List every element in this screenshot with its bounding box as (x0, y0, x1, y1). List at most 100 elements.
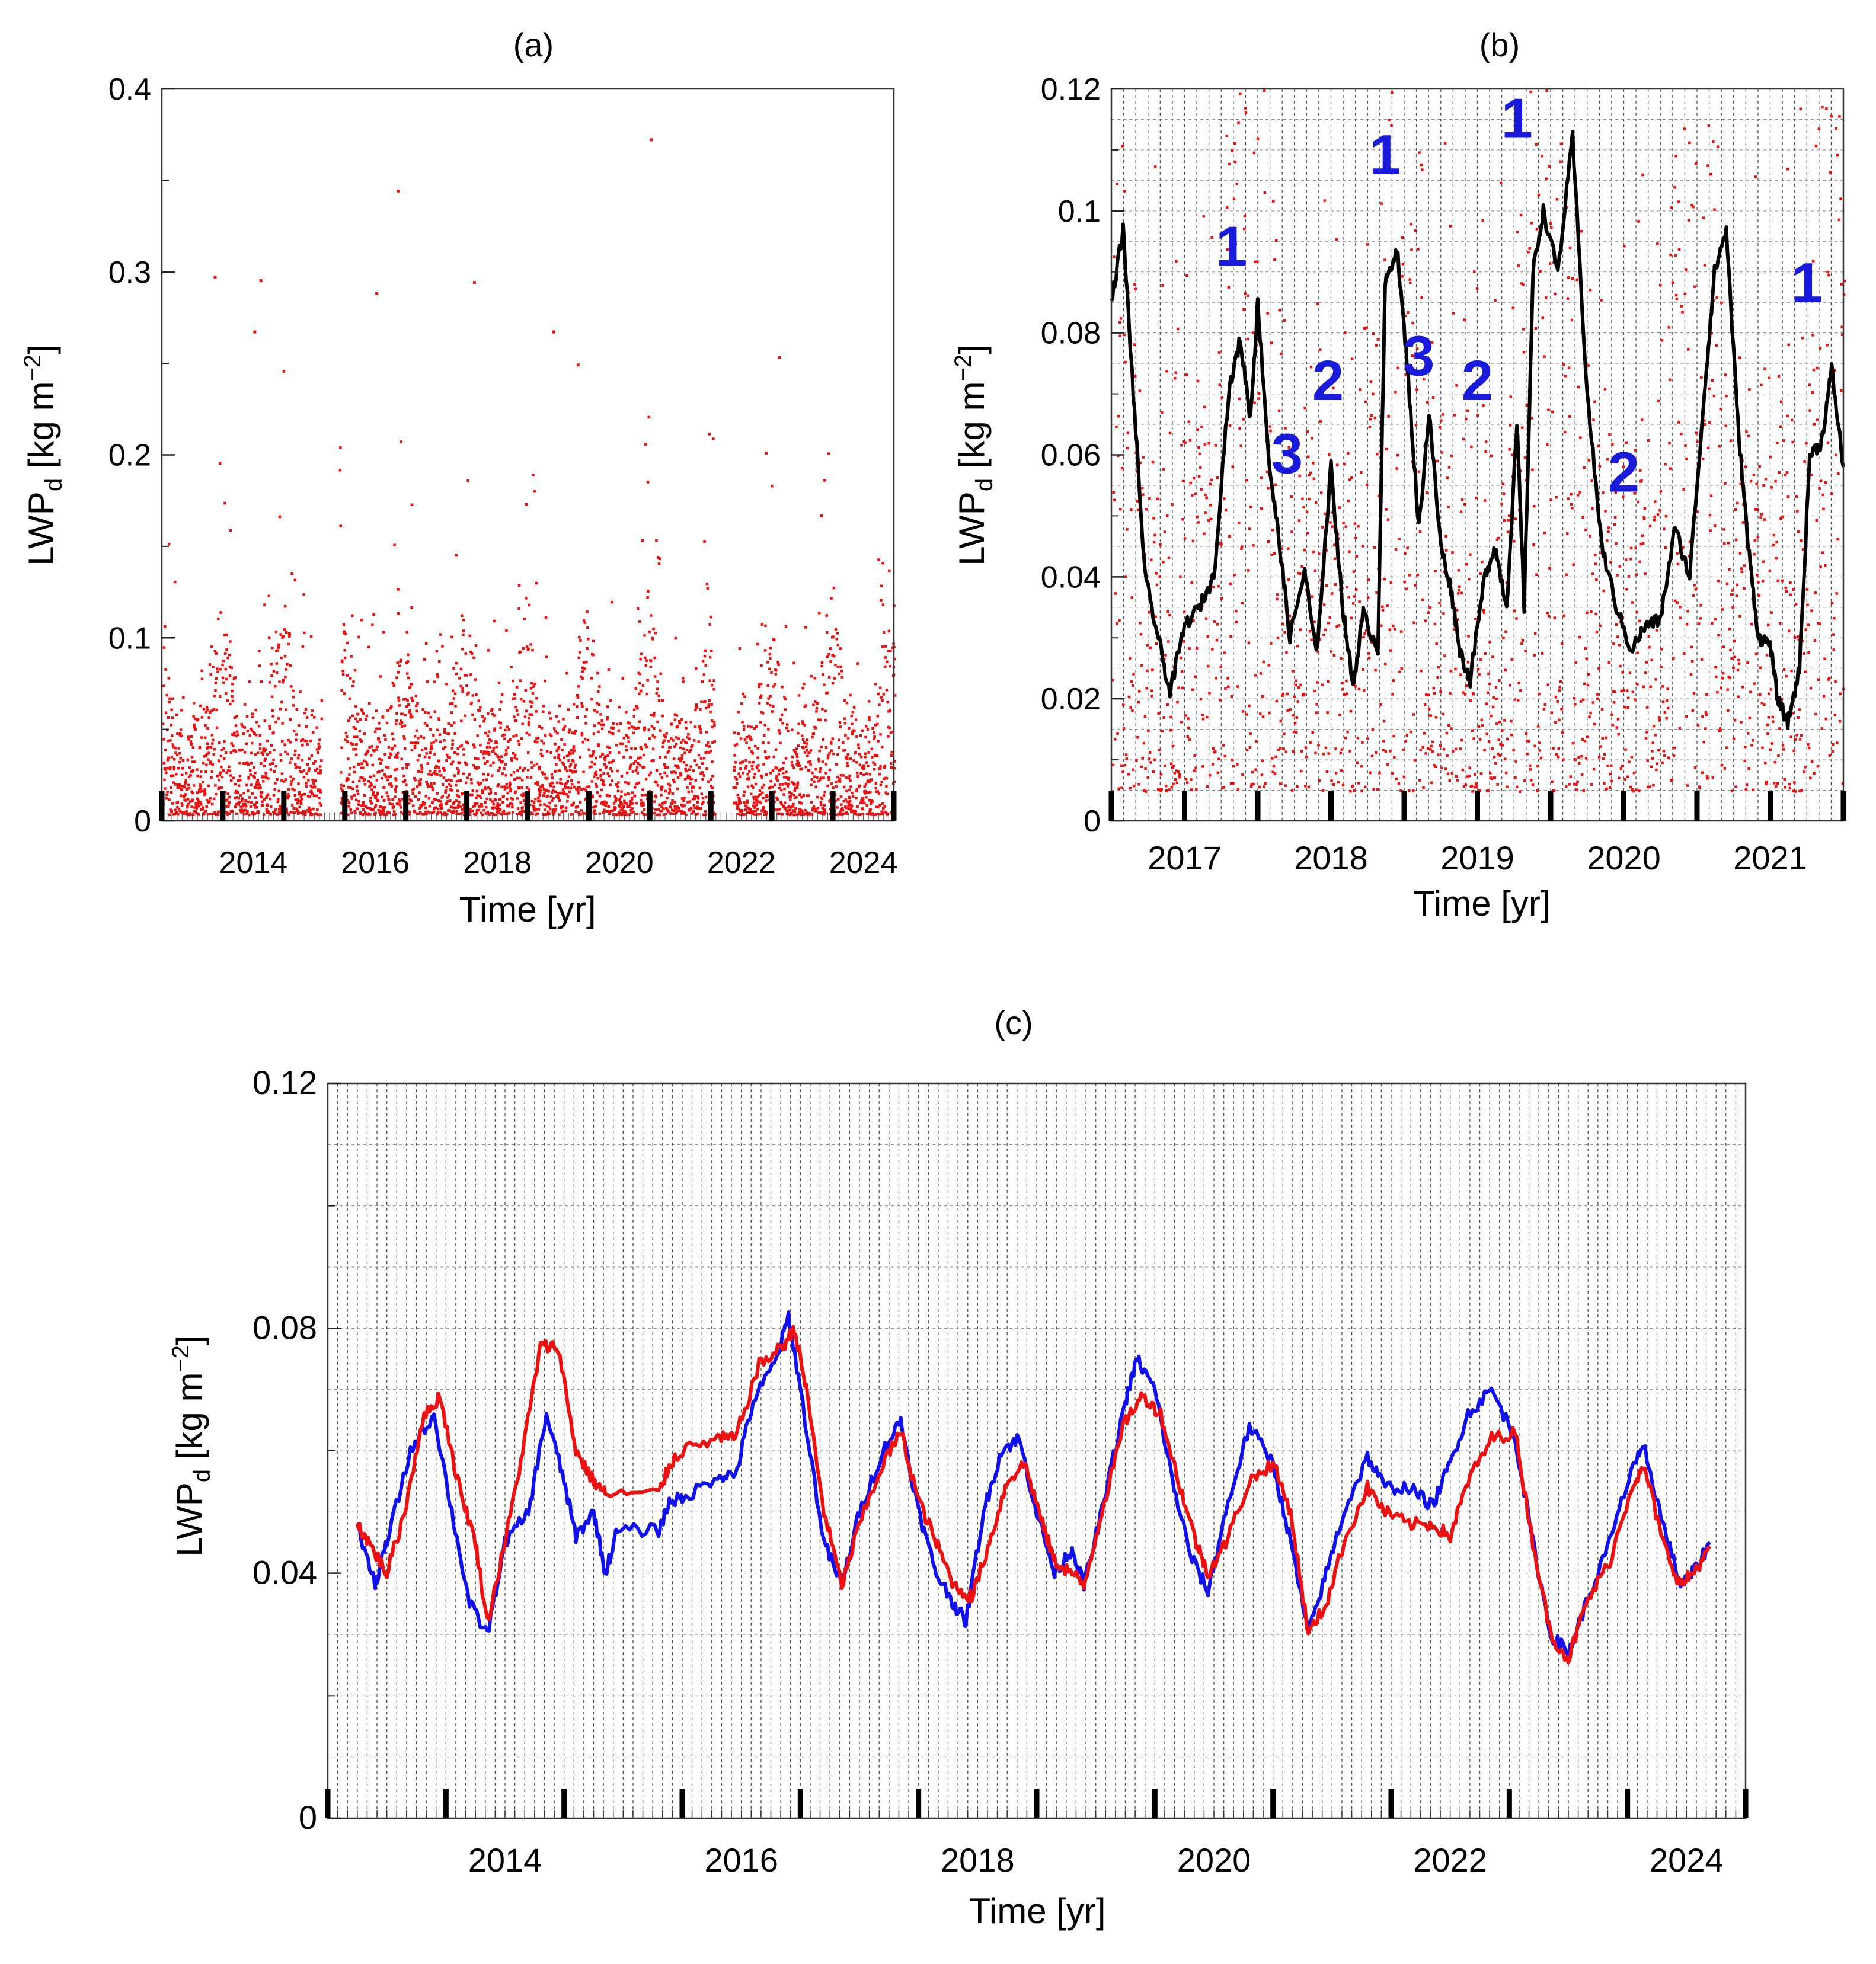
data-point (643, 728, 646, 732)
data-point (521, 806, 524, 809)
data-point (1542, 708, 1546, 711)
data-point (407, 703, 410, 706)
data-point (220, 775, 224, 779)
data-point (392, 810, 396, 813)
data-point (162, 722, 165, 725)
data-point (851, 711, 855, 714)
data-point (1196, 379, 1200, 383)
data-point (802, 794, 806, 797)
data-point (1248, 704, 1251, 708)
data-point (319, 765, 322, 768)
data-point (699, 807, 702, 810)
data-point (1576, 780, 1579, 783)
data-point (1283, 732, 1286, 735)
data-point (358, 779, 361, 783)
data-point (449, 788, 452, 791)
data-point (665, 774, 669, 778)
data-point (224, 751, 228, 754)
data-point (1125, 757, 1128, 760)
data-point (553, 727, 556, 730)
data-point (168, 813, 171, 817)
data-point (1521, 639, 1525, 642)
data-point (769, 646, 772, 650)
data-point (1344, 736, 1347, 740)
data-point (492, 761, 495, 764)
data-point (1522, 283, 1525, 286)
data-point (443, 739, 446, 742)
data-point (808, 760, 811, 763)
data-point (693, 806, 696, 810)
data-point (871, 727, 874, 730)
data-point (359, 718, 362, 721)
data-point (597, 722, 600, 725)
data-point (371, 623, 374, 626)
data-point (1498, 754, 1502, 757)
data-point (396, 751, 400, 755)
data-point (1320, 491, 1323, 494)
data-point (1592, 767, 1596, 771)
data-point (502, 795, 505, 798)
data-point (347, 801, 351, 804)
data-point (219, 695, 222, 698)
data-point (710, 778, 712, 781)
data-point (1269, 430, 1272, 433)
data-point (1552, 747, 1555, 750)
data-point (830, 782, 833, 785)
data-point (1572, 563, 1575, 566)
data-point (292, 730, 296, 732)
data-point (347, 786, 350, 789)
data-point (224, 652, 227, 655)
panel-b: (b) 00.020.040.060.080.10.12 2017 2018 201… (950, 26, 1846, 923)
data-point (1520, 426, 1524, 429)
data-point (1575, 783, 1578, 786)
data-point (255, 721, 258, 724)
data-point (196, 797, 199, 800)
data-point (391, 732, 394, 735)
data-point (1418, 151, 1421, 154)
data-point (1321, 789, 1325, 792)
data-point (1205, 496, 1208, 500)
data-point (295, 733, 298, 736)
data-point (251, 741, 254, 745)
data-point (595, 800, 598, 803)
data-point (485, 750, 488, 753)
data-point (1287, 547, 1290, 550)
data-point (1415, 388, 1418, 391)
data-point (622, 756, 625, 759)
data-point (1157, 712, 1160, 715)
data-point (184, 793, 187, 796)
data-point (776, 798, 779, 801)
data-point (1539, 756, 1543, 760)
data-point (1317, 552, 1321, 555)
data-point (1213, 750, 1217, 753)
data-point (250, 783, 253, 786)
data-point (682, 680, 685, 683)
data-point (268, 724, 271, 728)
data-point (388, 798, 391, 801)
data-point (1410, 248, 1413, 251)
data-point (1152, 540, 1156, 544)
data-point (341, 670, 344, 673)
data-point (406, 660, 410, 663)
data-point (847, 776, 851, 780)
data-point (1514, 517, 1517, 520)
data-point (1280, 547, 1283, 551)
data-point (754, 782, 758, 786)
data-point (834, 628, 838, 631)
data-point (483, 786, 487, 789)
data-point (1437, 753, 1440, 756)
data-point (708, 679, 711, 682)
data-point (1421, 598, 1424, 602)
data-point (878, 772, 881, 776)
data-point (813, 780, 816, 783)
data-point (529, 643, 532, 646)
data-point (656, 687, 659, 690)
data-point (600, 801, 604, 804)
data-point (475, 802, 479, 805)
data-point (1372, 392, 1375, 396)
data-point (1441, 413, 1444, 416)
data-point (1267, 540, 1270, 543)
data-point (544, 679, 546, 683)
data-point (456, 752, 459, 756)
data-point (176, 801, 180, 804)
